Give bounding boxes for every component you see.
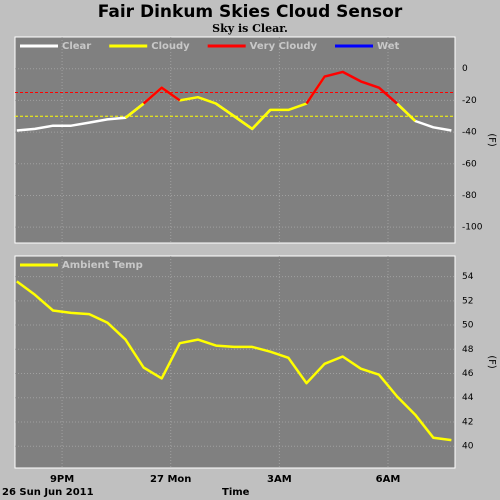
legend-label: Ambient Temp [62, 260, 143, 271]
y-axis-label: (F) [486, 133, 497, 147]
data-line [16, 280, 452, 442]
x-tick-label: 27 Mon [150, 474, 191, 485]
legend-label: Cloudy [151, 41, 190, 52]
chart-subtitle: Sky is Clear. [212, 22, 288, 35]
plot-area [14, 255, 456, 469]
x-tick-label: 9PM [50, 474, 74, 485]
date-label: 26 Sun Jun 2011 [2, 487, 94, 498]
y-tick-label: -40 [462, 128, 477, 138]
y-tick-label: 44 [462, 393, 474, 403]
y-tick-label: -60 [462, 159, 477, 169]
x-tick-label: 6AM [376, 474, 401, 485]
y-tick-label: 46 [462, 369, 474, 379]
y-tick-label: 52 [462, 296, 473, 306]
y-tick-label: 40 [462, 442, 474, 452]
y-tick-label: -80 [462, 191, 477, 201]
legend-label: Very Cloudy [250, 41, 318, 52]
x-tick-label: 3AM [267, 474, 292, 485]
x-axis-label: Time [222, 487, 250, 498]
y-tick-label: 0 [462, 64, 468, 74]
plot-area [14, 36, 456, 244]
legend-label: Clear [62, 41, 91, 52]
y-tick-label: 50 [462, 321, 474, 331]
y-axis-label: (F) [486, 355, 497, 369]
y-tick-label: 54 [462, 272, 474, 282]
data-line [142, 70, 398, 105]
y-tick-label: 42 [462, 417, 473, 427]
y-tick-label: -100 [462, 223, 483, 233]
legend-label: Wet [377, 41, 399, 52]
y-tick-label: -20 [462, 96, 477, 106]
chart-title: Fair Dinkum Skies Cloud Sensor [98, 2, 403, 22]
y-tick-label: 48 [462, 345, 474, 355]
